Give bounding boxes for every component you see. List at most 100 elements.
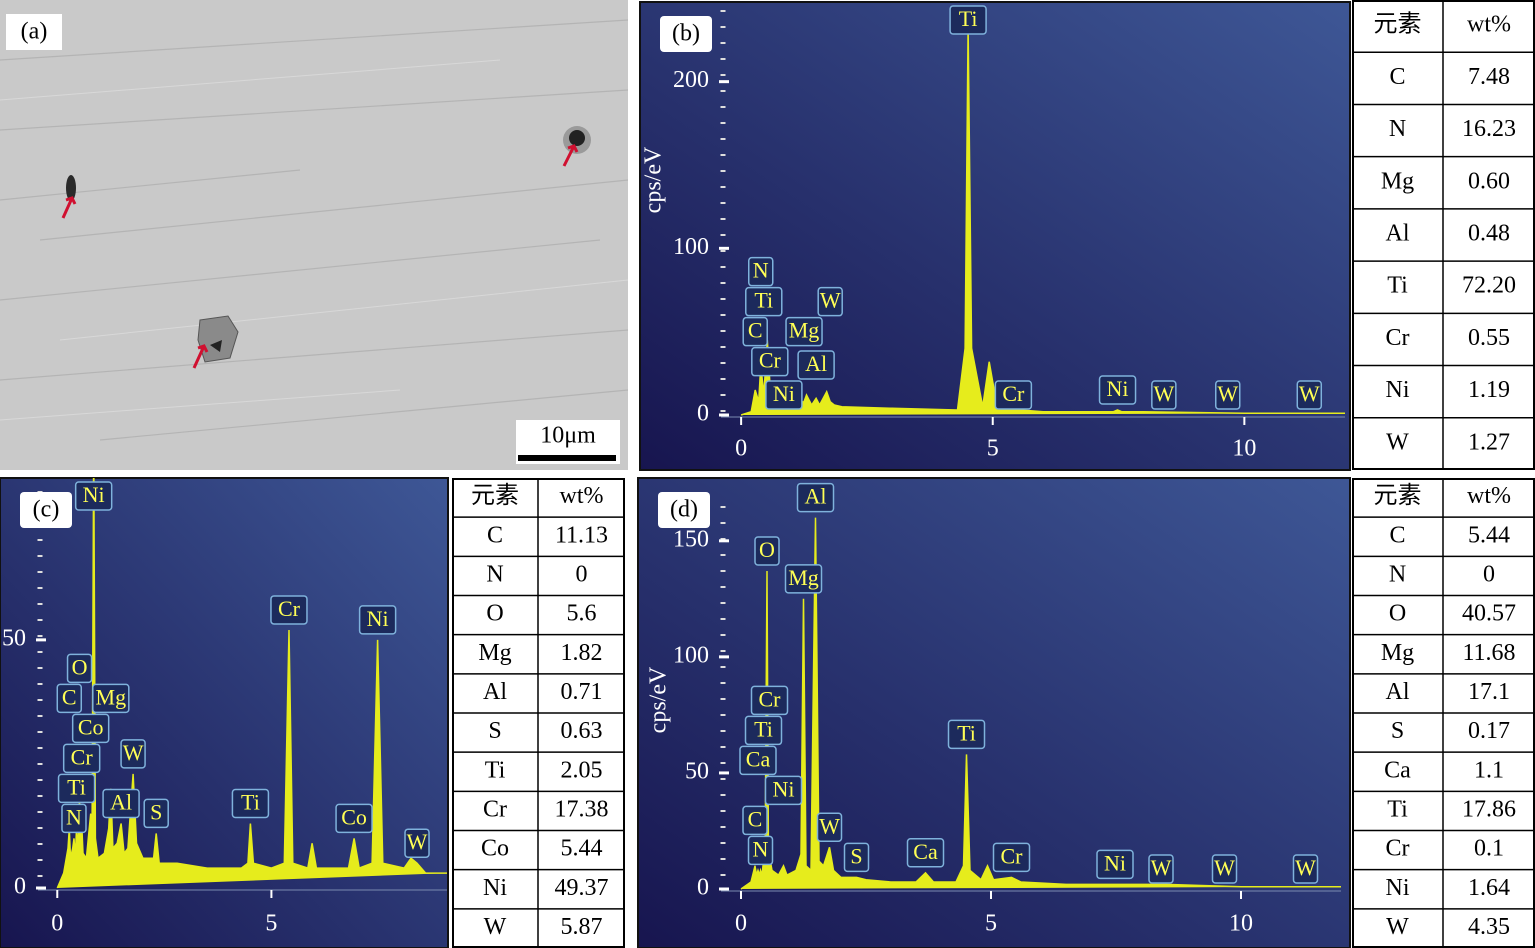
- peak-label: W: [123, 740, 144, 765]
- table-cell: Ti: [485, 757, 506, 783]
- peak-label: Ti: [754, 288, 773, 313]
- composition-table: 元素 wt% C 7.48 N 16.23 Mg 0.60 Al 0.48 Ti 72.20 Cr 0.5…: [1352, 0, 1535, 470]
- y-tick-label: 0: [697, 875, 709, 901]
- table-cell: 49.37: [555, 875, 609, 901]
- peak-label: Ni: [367, 606, 389, 631]
- table-cell: 40.57: [1462, 601, 1516, 627]
- x-tick-label: 10: [1232, 436, 1256, 462]
- table-cell: W: [484, 914, 507, 940]
- peak-label-box: [739, 745, 777, 776]
- table-header: wt%: [1467, 12, 1511, 38]
- table-cell: Ti: [1387, 796, 1408, 822]
- table-cell: 0.71: [561, 679, 603, 705]
- peak-label: Al: [110, 790, 132, 815]
- peak-label: C: [748, 806, 763, 831]
- peak-label-box: [748, 256, 774, 287]
- peak-label: Ni: [1104, 850, 1126, 875]
- peak-label-box: [745, 286, 783, 317]
- peak-label: N: [66, 804, 82, 829]
- table-cell: S: [1391, 718, 1404, 744]
- peak-label-box: [784, 564, 823, 594]
- table-cell: 72.20: [1462, 273, 1516, 299]
- peak-label-box: [1211, 854, 1238, 884]
- sem-image: (a) 10μm: [0, 0, 629, 470]
- peak-label-box: [74, 481, 113, 511]
- peak-label-box: [1214, 380, 1241, 410]
- peak-label: Co: [78, 714, 104, 739]
- peak-label: W: [820, 288, 841, 313]
- table-cell: Ca: [1384, 757, 1411, 783]
- panel-label-box: [658, 492, 710, 528]
- table-cell: 0.17: [1468, 718, 1510, 744]
- peak-label: Ni: [83, 482, 105, 507]
- table-cell: 5.44: [1468, 522, 1510, 548]
- peak-label: W: [1299, 381, 1320, 406]
- table-cell: 11.68: [1462, 640, 1515, 666]
- panel-label-box: [660, 16, 712, 52]
- peak-label-box: [744, 715, 783, 746]
- table-cell: 1.19: [1468, 377, 1510, 403]
- table-cell: S: [488, 718, 501, 744]
- table-cell: N: [1389, 561, 1406, 587]
- peak-label: Mg: [788, 565, 819, 590]
- peak-label: Al: [805, 351, 827, 376]
- peak-label-box: [1296, 380, 1323, 410]
- table-cell: 1.27: [1468, 429, 1510, 455]
- table-cell: 17.38: [555, 796, 609, 822]
- peak-label: W: [1217, 381, 1238, 406]
- peak-label-box: [947, 719, 986, 750]
- table-header: 元素: [471, 482, 519, 509]
- table-cell: Ni: [483, 875, 507, 901]
- table-cell: 16.23: [1462, 116, 1516, 142]
- table-cell: 0: [576, 561, 588, 587]
- y-tick-label: 0: [697, 401, 709, 427]
- table-cell: C: [1389, 64, 1405, 90]
- peak-label: Mg: [789, 318, 820, 343]
- table-cell: 0.1: [1474, 836, 1504, 862]
- table-cell: 0.55: [1468, 325, 1510, 351]
- table-cell: 17.86: [1462, 796, 1516, 822]
- table-cell: Al: [1386, 679, 1410, 705]
- peak-label-box: [1096, 849, 1134, 880]
- table-header: wt%: [1467, 483, 1511, 509]
- peak-label: Cr: [759, 348, 782, 373]
- peak-label: C: [748, 318, 763, 343]
- table-header: wt%: [560, 483, 604, 509]
- peak-label-box: [750, 685, 789, 716]
- table-cell: Al: [483, 679, 507, 705]
- scale-bar-label: 10μm: [540, 423, 596, 449]
- composition-table: 元素 wt% C 5.44 N 0 O 40.57 Mg 11.68 Al 17.1 S 0.17 Ca 1.…: [1352, 478, 1535, 948]
- peak-label-box: [231, 788, 270, 819]
- peak-label: Al: [805, 484, 827, 509]
- peak-label-box: [61, 803, 87, 834]
- peak-label: W: [1214, 855, 1235, 880]
- table-cell: Cr: [483, 796, 507, 822]
- peak-label: Ti: [754, 716, 773, 741]
- table-cell: Cr: [1386, 325, 1410, 351]
- peak-label-box: [785, 316, 823, 347]
- peak-label-box: [751, 346, 789, 377]
- peak-label-box: [143, 798, 169, 829]
- peak-label-box: [270, 595, 308, 625]
- table-cell: 0.60: [1468, 168, 1510, 194]
- table-cell: 5.6: [567, 601, 597, 627]
- peak-label: Cr: [1001, 843, 1024, 868]
- peak-label: Cr: [759, 686, 782, 711]
- peak-label: Ni: [773, 776, 795, 801]
- peak-label: Cr: [71, 744, 94, 769]
- peak-label-box: [62, 743, 101, 774]
- peak-label-box: [747, 835, 774, 866]
- peak-label: W: [1151, 855, 1172, 880]
- peak-label-box: [1292, 854, 1319, 884]
- panel-label: (a): [21, 19, 48, 45]
- peak-label: W: [819, 813, 840, 838]
- peak-label-box: [56, 683, 83, 714]
- table-cell: N: [486, 561, 503, 587]
- peak-label-box: [817, 286, 843, 317]
- peak-label-box: [992, 842, 1031, 873]
- peak-label: N: [753, 258, 769, 283]
- table-cell: N: [1389, 116, 1406, 142]
- peak-label: Mg: [96, 684, 127, 709]
